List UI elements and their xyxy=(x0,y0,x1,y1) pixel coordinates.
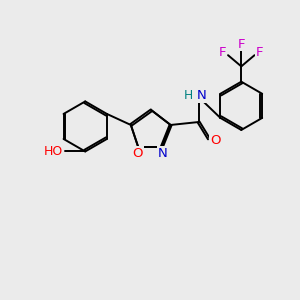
Text: N: N xyxy=(158,147,167,160)
Text: H: H xyxy=(184,89,193,102)
Text: F: F xyxy=(219,46,226,59)
Text: F: F xyxy=(256,46,264,59)
Text: HO: HO xyxy=(44,145,63,158)
Text: F: F xyxy=(238,38,245,50)
Text: O: O xyxy=(210,134,220,147)
Text: O: O xyxy=(132,147,143,160)
Text: N: N xyxy=(197,89,206,102)
